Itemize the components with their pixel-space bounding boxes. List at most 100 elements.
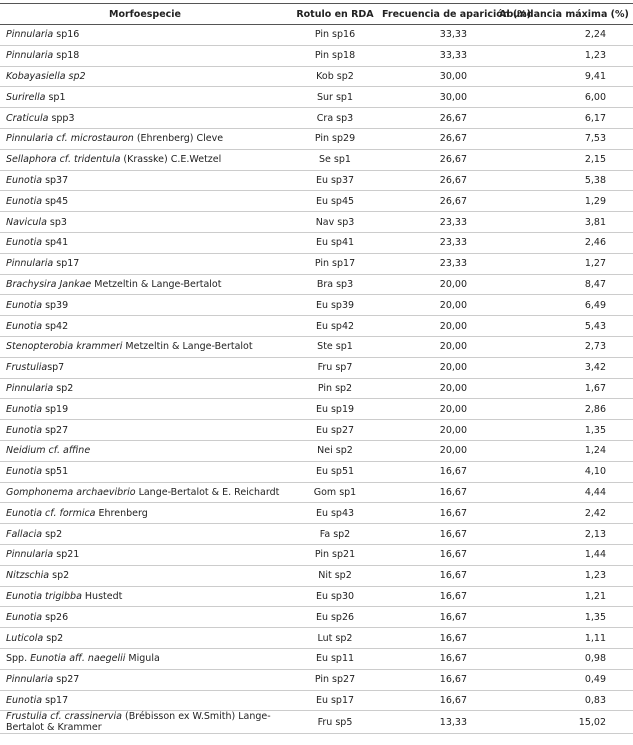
species-part: sp39 [42,299,69,311]
table-row: Spp. Eunotia aff. naegelii Migula Eu sp11… [0,648,633,670]
species-part: Sellaphora cf. tridentula [6,154,121,166]
table-row: Brachysira Jankae Metzeltin & Lange-Bert… [0,274,633,296]
species-part: Navicula [6,216,47,228]
frequency: 23,33 [380,232,495,254]
species-part: sp2 [43,632,64,644]
abundance: 4,44 [495,482,633,504]
frequency: 20,00 [380,336,495,358]
abundance: 15,02 [495,710,633,735]
species-part: Neidium cf. affine [6,445,91,457]
species-part: Stenopterobia krammeri [6,341,123,353]
species-part: Eunotia [6,611,43,623]
frequency: 16,67 [380,586,495,608]
frequency: 16,67 [380,669,495,691]
rda-label: Pin sp27 [290,669,380,691]
table-row: Fallacia sp2 Fa sp2 16,67 2,13 [0,523,633,545]
species-cell: Pinnularia sp17 [0,253,290,275]
abundance: 0,49 [495,669,633,691]
species-cell: Kobayasiella sp2 [0,66,290,88]
abundance: 1,21 [495,586,633,608]
abundance: 6,49 [495,294,633,317]
frequency: 13,33 [380,710,495,735]
species-part: sp2 [53,382,74,394]
abundance: 1,24 [495,440,633,462]
species-cell: Craticula spp3 [0,107,290,129]
species-cell: Nitzschia sp2 [0,565,290,587]
rda-label: Eu sp41 [290,232,380,254]
species-cell: Frustulia cf. crassinervia (Brébisson ex… [0,710,290,735]
species-part: sp26 [42,611,69,623]
frequency: 33,33 [380,45,495,67]
rda-label: Kob sp2 [290,66,380,88]
species-part: Pinnularia [6,258,54,270]
rda-label: Eu sp19 [290,398,380,421]
species-part: Eunotia [6,403,43,415]
species-part: sp45 [42,195,69,207]
abundance: 1,35 [495,606,633,629]
abundance: 2,46 [495,232,633,254]
column-header: Frecuencia de aparición (%) [380,3,531,25]
species-part: Pinnularia [6,382,54,394]
frequency: 26,67 [380,128,495,150]
rda-label: Eu sp37 [290,170,380,192]
species-part: sp27 [42,424,69,436]
rda-label: Eu sp30 [290,586,380,608]
frequency: 30,00 [380,66,495,88]
header-row: Morfoespecie Rotulo en RDA Frecuencia de a… [0,3,633,25]
abundance: 0,98 [495,648,633,670]
species-part: sp42 [42,320,69,332]
species-part: Eunotia cf. formica [6,507,96,519]
species-part: Luticola [6,632,44,644]
rda-label: Eu sp51 [290,461,380,483]
table-row: Craticula spp3 Cra sp3 26,67 6,17 [0,107,633,129]
species-cell: Navicula sp3 [0,211,290,233]
species-part: Lange-Bertalot & E. Reichardt [135,486,280,498]
species-part: Eunotia aff. naegelii [30,653,126,665]
species-part: Eunotia [6,195,43,207]
species-part: sp3 [46,216,67,228]
species-cell: Eunotia sp41 [0,232,290,254]
column-header: Abundancia máxima (%) [495,3,633,25]
frequency: 30,00 [380,86,495,109]
table-row: Frustulia cf. crassinervia (Brébisson ex… [0,710,633,735]
species-cell: Spp. Eunotia aff. naegelii Migula [0,648,290,670]
frequency: 26,67 [380,170,495,192]
frequency: 20,00 [380,315,495,337]
species-part: Fallacia [6,528,43,540]
frequency: 16,67 [380,627,495,649]
frequency: 20,00 [380,378,495,400]
species-cell: Eunotia cf. formica Ehrenberg [0,502,290,525]
rda-label: Eu sp45 [290,190,380,213]
species-part: sp18 [53,50,80,62]
frequency: 26,67 [380,190,495,213]
species-part: Pinnularia [6,549,54,561]
species-cell: Eunotia sp26 [0,606,290,629]
rda-label: Se sp1 [290,149,380,171]
rda-label: Eu sp43 [290,502,380,525]
species-cell: Eunotia sp37 [0,170,290,192]
frequency: 20,00 [380,357,495,379]
table-row: Stenopterobia krammeri Metzeltin & Lange… [0,336,633,358]
species-cell: Neidium cf. affine [0,440,290,462]
species-cell: Pinnularia sp21 [0,544,290,566]
abundance: 5,43 [495,315,633,337]
species-cell: Sellaphora cf. tridentula (Krasske) C.E.… [0,149,290,171]
abundance: 6,17 [495,107,633,129]
column-header: Morfoespecie [0,3,290,25]
species-cell: Pinnularia sp27 [0,669,290,691]
table-row: Pinnularia cf. microstauron (Ehrenberg) … [0,128,633,150]
table-row: Pinnularia sp17 Pin sp17 23,33 1,27 [0,253,633,275]
table-body: Pinnularia sp16 Pin sp16 33,33 2,24 Pinnular… [0,24,633,735]
rda-label: Pin sp29 [290,128,380,150]
abundance: 3,42 [495,357,633,379]
table-row: Eunotia sp26 Eu sp26 16,67 1,35 [0,606,633,629]
species-cell: Eunotia sp51 [0,461,290,483]
species-part: sp2 [42,528,63,540]
rda-label: Pin sp18 [290,45,380,67]
species-cell: Brachysira Jankae Metzeltin & Lange-Bert… [0,274,290,296]
species-part: Kobayasiella sp2 [6,70,86,82]
rda-label: Pin sp2 [290,378,380,400]
species-part: sp1 [45,91,66,103]
abundance: 2,86 [495,398,633,421]
table-header: Morfoespecie Rotulo en RDA Frecuencia de a… [0,3,633,25]
